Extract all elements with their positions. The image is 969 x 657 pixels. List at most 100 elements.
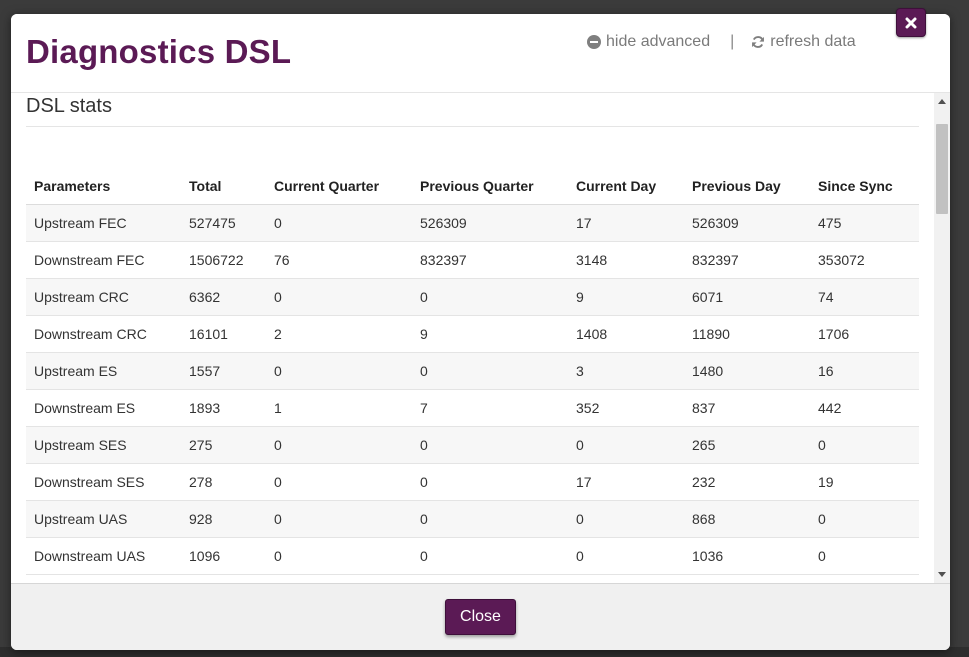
table-row: Downstream UAS 1096 0 0 0 1036 0 xyxy=(26,537,919,575)
table-cell: 526309 xyxy=(684,204,810,242)
close-button[interactable]: Close xyxy=(445,599,516,635)
table-cell: 0 xyxy=(266,426,412,464)
table-cell: 0 xyxy=(810,426,919,464)
table-cell: 928 xyxy=(181,500,266,538)
section-divider xyxy=(26,126,919,127)
table-cell: 1408 xyxy=(568,315,684,353)
table-cell: 352 xyxy=(568,389,684,427)
modal-body[interactable]: DSL stats Parameters Total Current Quart… xyxy=(11,93,950,583)
column-header: Previous Day xyxy=(684,168,810,205)
scroll-up-arrow-icon[interactable] xyxy=(938,99,946,104)
table-cell: 527475 xyxy=(181,204,266,242)
table-cell: 0 xyxy=(412,463,568,501)
table-cell: 0 xyxy=(412,352,568,390)
table-cell: 353072 xyxy=(810,241,919,279)
table-cell: 11890 xyxy=(684,315,810,353)
table-cell: 837 xyxy=(684,389,810,427)
scrollbar-thumb[interactable] xyxy=(936,124,948,214)
table-cell: Downstream ES xyxy=(26,389,181,427)
table-cell: Upstream SES xyxy=(26,426,181,464)
table-cell: 2 xyxy=(266,315,412,353)
table-cell: 1 xyxy=(266,389,412,427)
table-row: Downstream FEC 1506722 76 832397 3148 832397 3… xyxy=(26,241,919,279)
table-cell: 0 xyxy=(412,537,568,575)
table-row: Downstream CRC 16101 2 9 1408 11890 1706 xyxy=(26,315,919,353)
table-cell: 1506722 xyxy=(181,241,266,279)
diagnostics-dsl-modal: Diagnostics DSL hide advanced | refresh … xyxy=(11,14,950,650)
table-cell: 74 xyxy=(810,278,919,316)
table-cell: 265 xyxy=(684,426,810,464)
hide-advanced-link[interactable]: hide advanced xyxy=(587,33,710,51)
table-cell: 3148 xyxy=(568,241,684,279)
table-cell: 526309 xyxy=(412,204,568,242)
table-cell: Downstream UAS xyxy=(26,537,181,575)
table-cell: 0 xyxy=(266,204,412,242)
header-actions: hide advanced | refresh data xyxy=(587,32,856,52)
table-cell: Upstream CRC xyxy=(26,278,181,316)
table-cell: 832397 xyxy=(412,241,568,279)
table-cell: 9 xyxy=(412,315,568,353)
refresh-data-label: refresh data xyxy=(770,33,856,50)
dsl-stats-table: Parameters Total Current Quarter Previou… xyxy=(26,168,919,575)
table-cell: 0 xyxy=(568,426,684,464)
table-cell: 1036 xyxy=(684,537,810,575)
table-cell: 475 xyxy=(810,204,919,242)
table-cell: 232 xyxy=(684,463,810,501)
table-cell: Upstream FEC xyxy=(26,204,181,242)
table-cell: 0 xyxy=(266,537,412,575)
table-cell: 1893 xyxy=(181,389,266,427)
table-cell: 19 xyxy=(810,463,919,501)
table-row: Downstream SES 278 0 0 17 232 19 xyxy=(26,463,919,501)
table-cell: Downstream CRC xyxy=(26,315,181,353)
refresh-icon xyxy=(752,36,765,48)
table-cell: Downstream FEC xyxy=(26,241,181,279)
scroll-down-arrow-icon[interactable] xyxy=(938,572,946,577)
table-row: Upstream FEC 527475 0 526309 17 526309 475 xyxy=(26,204,919,242)
table-cell: Upstream UAS xyxy=(26,500,181,538)
table-cell: 0 xyxy=(412,426,568,464)
table-cell: 1480 xyxy=(684,352,810,390)
table-cell: 0 xyxy=(266,278,412,316)
modal-title: Diagnostics DSL xyxy=(26,33,292,70)
action-separator: | xyxy=(730,33,735,50)
table-cell: 1706 xyxy=(810,315,919,353)
table-header-row: Parameters Total Current Quarter Previou… xyxy=(26,168,919,205)
table-cell: 0 xyxy=(412,500,568,538)
table-cell: 0 xyxy=(266,463,412,501)
table-cell: 17 xyxy=(568,463,684,501)
hide-advanced-label: hide advanced xyxy=(606,33,711,50)
table-cell: 278 xyxy=(181,463,266,501)
table-row: Upstream ES 1557 0 0 3 1480 16 xyxy=(26,352,919,390)
table-cell: 9 xyxy=(568,278,684,316)
table-cell: 3 xyxy=(568,352,684,390)
column-header: Total xyxy=(181,168,266,205)
table-cell: 868 xyxy=(684,500,810,538)
table-cell: 0 xyxy=(266,500,412,538)
close-x-icon xyxy=(905,17,917,28)
table-cell: 17 xyxy=(568,204,684,242)
table-cell: 1557 xyxy=(181,352,266,390)
table-cell: 16 xyxy=(810,352,919,390)
minus-circle-icon xyxy=(587,35,601,49)
table-cell: 76 xyxy=(266,241,412,279)
table-row: Upstream UAS 928 0 0 0 868 0 xyxy=(26,500,919,538)
vertical-scrollbar[interactable] xyxy=(934,93,950,583)
close-x-button[interactable] xyxy=(896,8,926,37)
table-cell: 0 xyxy=(810,537,919,575)
table-cell: 0 xyxy=(568,500,684,538)
refresh-data-link[interactable]: refresh data xyxy=(751,33,856,51)
column-header: Current Quarter xyxy=(266,168,412,205)
table-cell: 6362 xyxy=(181,278,266,316)
table-cell: 7 xyxy=(412,389,568,427)
modal-header: Diagnostics DSL hide advanced | refresh … xyxy=(11,14,950,93)
table-cell: 0 xyxy=(810,500,919,538)
table-cell: 1096 xyxy=(181,537,266,575)
table-cell: 442 xyxy=(810,389,919,427)
table-cell: 0 xyxy=(412,278,568,316)
table-cell: 16101 xyxy=(181,315,266,353)
modal-footer: Close xyxy=(11,583,950,650)
table-row: Upstream CRC 6362 0 0 9 6071 74 xyxy=(26,278,919,316)
section-title: DSL stats xyxy=(26,95,112,117)
table-cell: Upstream ES xyxy=(26,352,181,390)
column-header: Current Day xyxy=(568,168,684,205)
